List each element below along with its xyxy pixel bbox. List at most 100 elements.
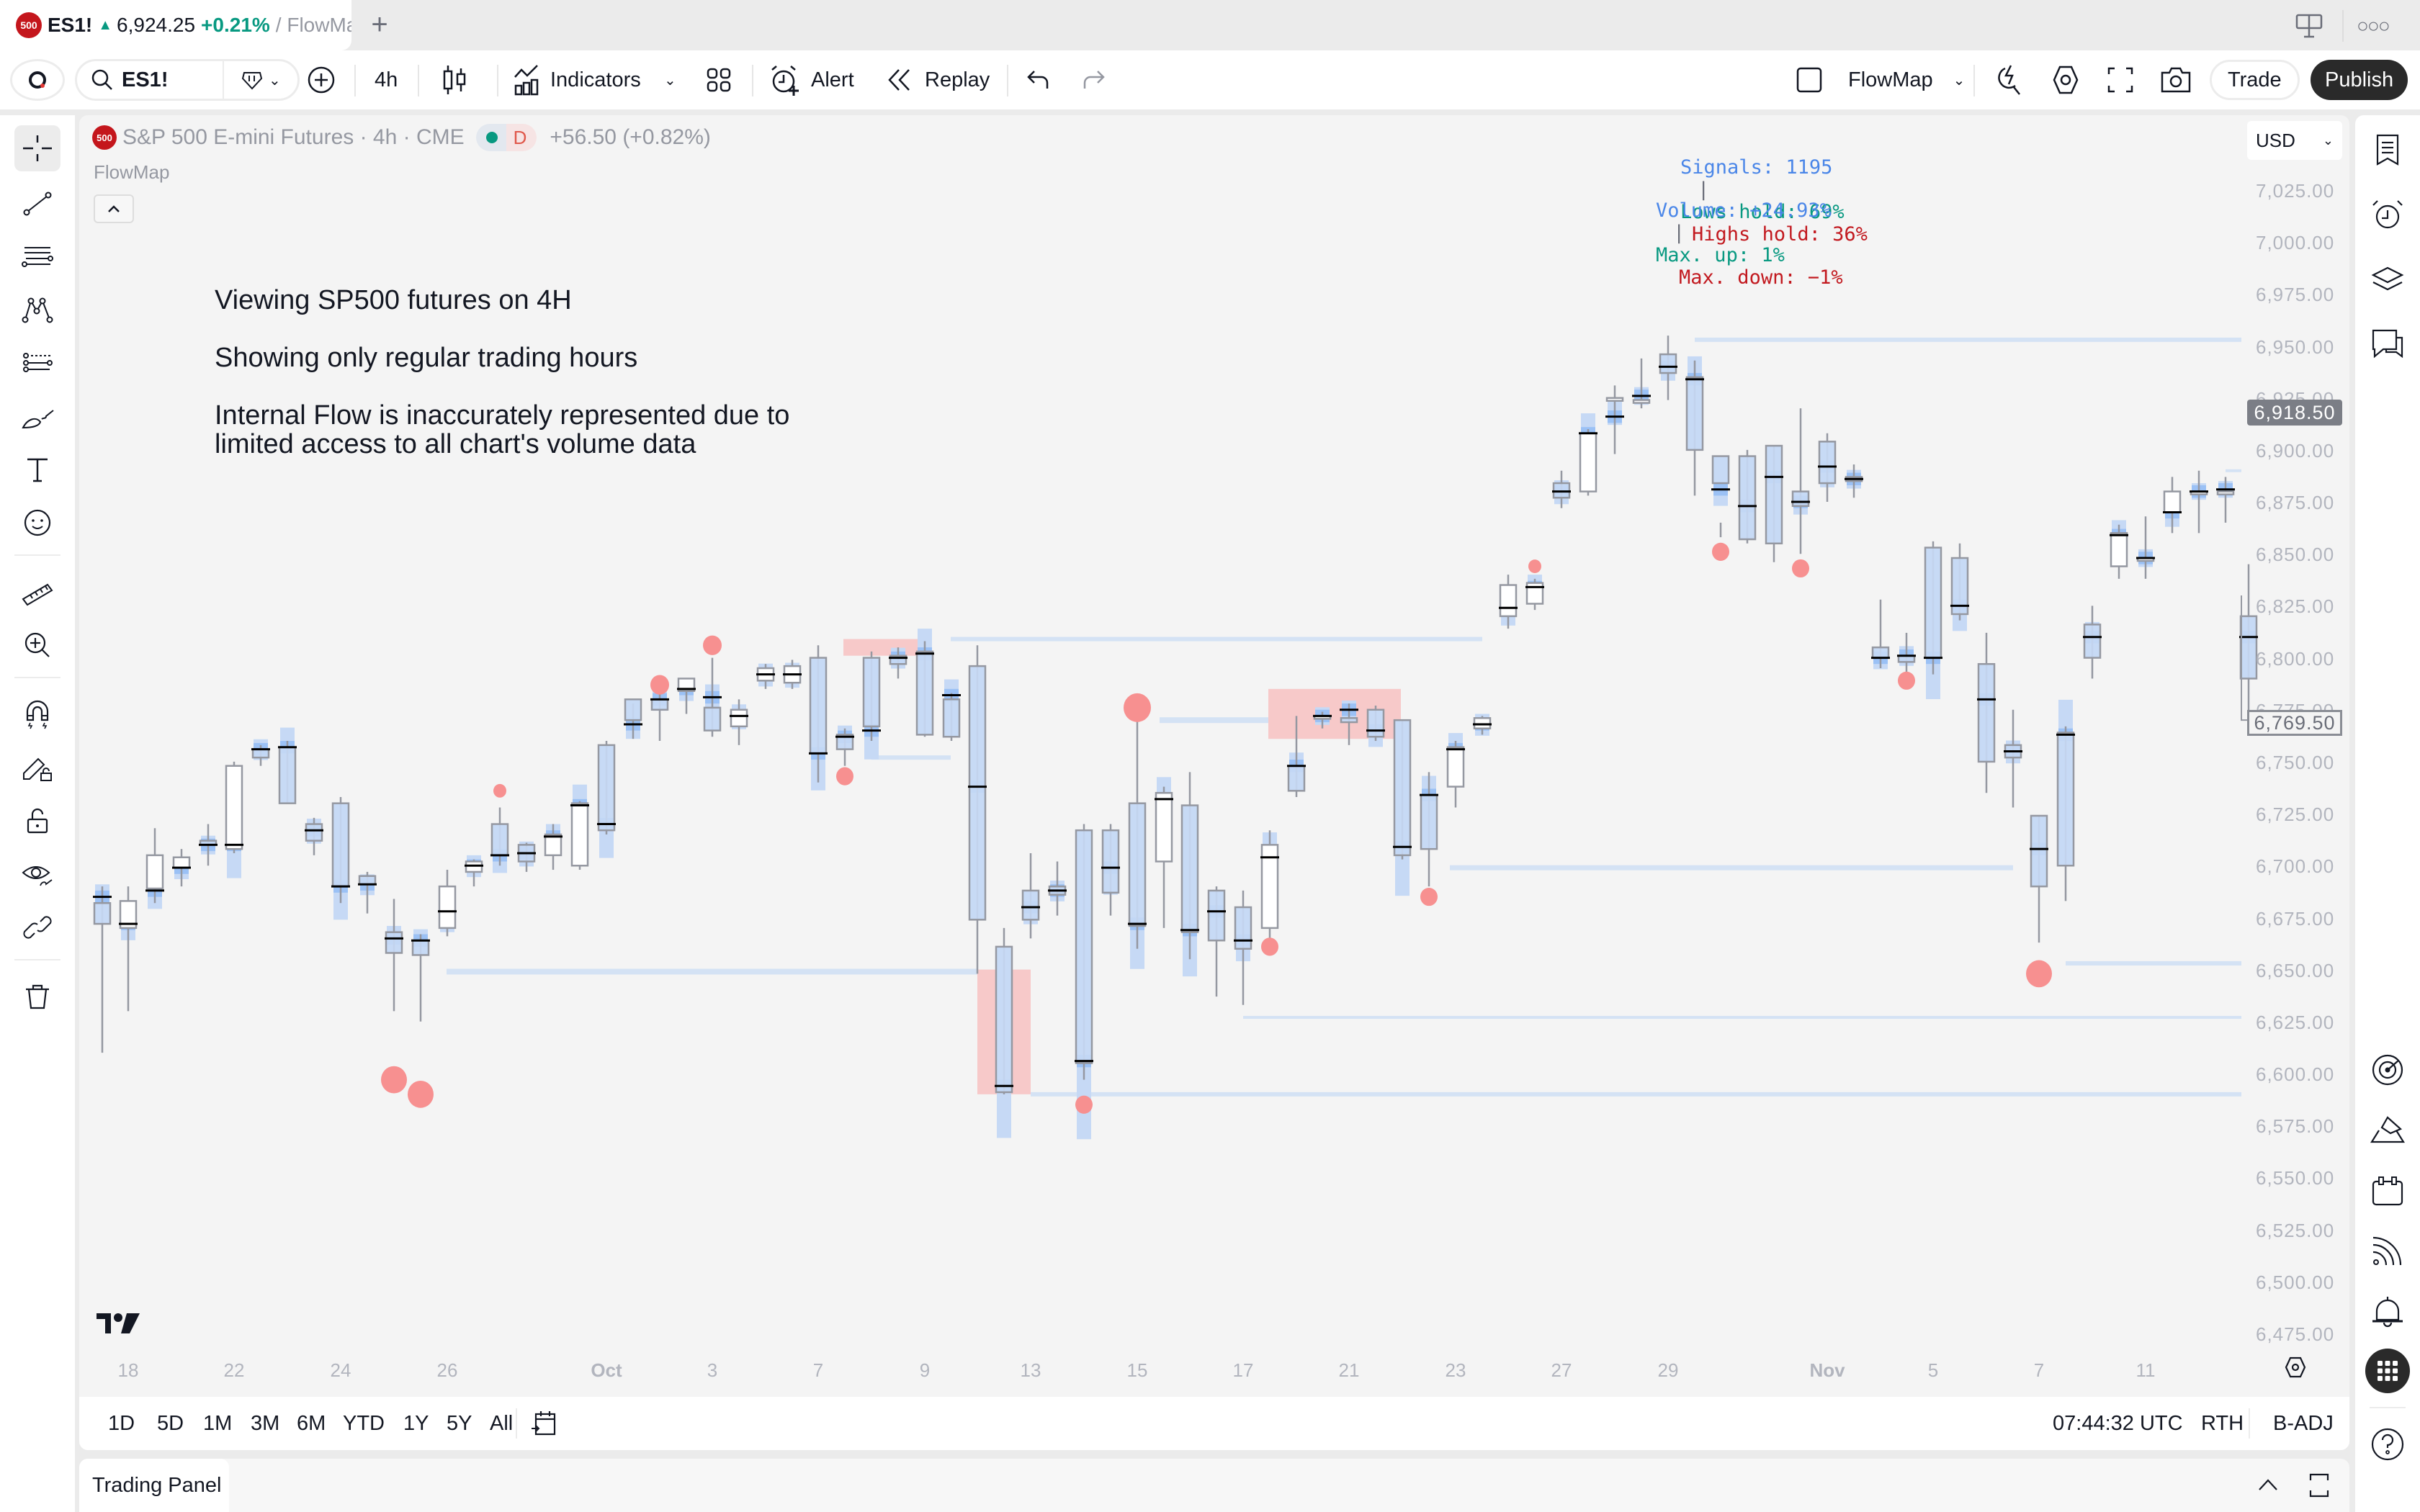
range-3m[interactable]: 3M — [251, 1411, 280, 1435]
contract-selector[interactable]: ⌄ — [241, 70, 281, 90]
screenshot-button[interactable] — [2159, 50, 2192, 109]
link-tool[interactable] — [14, 904, 60, 950]
magnet-tool[interactable] — [14, 691, 60, 737]
time-tick: 5 — [1927, 1359, 1939, 1381]
publish-button[interactable]: Publish — [2311, 60, 2408, 100]
fib-tool[interactable] — [14, 233, 60, 279]
calendar-button[interactable] — [2365, 1168, 2411, 1214]
candle-body — [1924, 546, 1942, 659]
replay-button[interactable]: Replay — [886, 50, 990, 109]
series-legend: 500 S&P 500 E-mini Futures · 4h · CME D … — [92, 124, 711, 151]
notifications-button[interactable] — [2365, 1289, 2411, 1335]
quick-search-button[interactable] — [1995, 50, 2027, 109]
expand-panel-icon[interactable] — [2257, 1477, 2279, 1492]
candle-body — [1711, 455, 1730, 485]
price-tick: 6,675.00 — [2256, 907, 2335, 930]
pattern-tool[interactable] — [14, 287, 60, 333]
indicators-button[interactable]: Indicators — [513, 50, 641, 109]
settings-button[interactable] — [2050, 50, 2081, 109]
gear-icon — [2053, 66, 2079, 94]
object-tree-button[interactable] — [2365, 256, 2411, 302]
zoom-in-tool[interactable] — [14, 622, 60, 668]
measure-tool[interactable] — [14, 569, 60, 615]
lock-all-tool[interactable] — [14, 798, 60, 844]
more-options-icon[interactable]: ○○○ — [2357, 14, 2390, 37]
crosshair-tool[interactable] — [14, 125, 60, 171]
candle-body — [1155, 791, 1173, 863]
help-button[interactable] — [2365, 1421, 2411, 1467]
price-chart[interactable] — [79, 115, 2349, 1397]
trend-line-tool[interactable] — [14, 180, 60, 226]
layout-selector[interactable]: FlowMap ⌄ — [1795, 50, 1965, 109]
range-1d[interactable]: 1D — [108, 1411, 135, 1435]
bottom-toolbar: 1D 5D 1M 3M 6M YTD 1Y 5Y All 07:44:32 UTC RTH B-… — [79, 1397, 2349, 1450]
chats-button[interactable] — [2365, 321, 2411, 367]
user-menu-button[interactable] — [10, 50, 65, 109]
collapse-legend-button[interactable] — [94, 194, 134, 223]
watchlist-button[interactable] — [2365, 127, 2411, 173]
trading-panel-tab[interactable]: Trading Panel — [79, 1459, 229, 1512]
indicator-legend[interactable]: FlowMap — [94, 161, 170, 183]
session-toggle[interactable]: RTH — [2201, 1411, 2244, 1435]
tradingview-logo-icon[interactable] — [95, 1310, 143, 1336]
maximize-panel-icon[interactable] — [2308, 1472, 2331, 1499]
range-all[interactable]: All — [490, 1411, 514, 1435]
adjustment-toggle[interactable]: B-ADJ — [2273, 1411, 2334, 1435]
alert-button[interactable]: Alert — [769, 50, 854, 109]
brush-tool[interactable] — [14, 393, 60, 439]
chart-tab[interactable]: 500 ES1! ▲ 6,924.25 +0.21% / FlowMap — [0, 0, 351, 50]
products-button[interactable] — [2365, 1348, 2411, 1394]
new-tab-button[interactable]: + — [371, 9, 388, 40]
divider — [1007, 65, 1008, 96]
range-1y[interactable]: 1Y — [403, 1411, 429, 1435]
clock-timezone[interactable]: 07:44:32 UTC — [2053, 1411, 2183, 1435]
delayed-flag: D — [513, 126, 527, 148]
candle-body — [2239, 615, 2258, 680]
alerts-button[interactable] — [2365, 192, 2411, 238]
price-tick: 6,500.00 — [2256, 1271, 2335, 1293]
candle-body — [1871, 646, 1890, 659]
market-status-flag[interactable]: D — [475, 124, 537, 151]
time-tick: Nov — [1809, 1359, 1845, 1381]
price-tick: 6,875.00 — [2256, 492, 2335, 514]
emoji-tool[interactable] — [14, 500, 60, 546]
time-tick: 29 — [1657, 1359, 1679, 1381]
undo-button[interactable] — [1026, 50, 1052, 109]
news-button[interactable] — [2365, 1228, 2411, 1274]
forecast-tool[interactable] — [14, 340, 60, 386]
trade-button[interactable]: Trade — [2210, 60, 2300, 100]
link-icon — [23, 916, 52, 939]
signal-dot — [1261, 937, 1278, 956]
liquidity-level-line — [2226, 469, 2241, 472]
axis-settings-icon[interactable] — [2283, 1355, 2308, 1380]
layout-icon[interactable] — [2295, 13, 2323, 39]
range-6m[interactable]: 6M — [297, 1411, 326, 1435]
chart-type-button[interactable] — [441, 50, 470, 109]
hotlists-button[interactable] — [2365, 1047, 2411, 1093]
range-5y[interactable]: 5Y — [447, 1411, 472, 1435]
text-tool[interactable] — [14, 446, 60, 492]
currency-selector[interactable]: USD ⌄ — [2247, 121, 2342, 160]
redo-button[interactable] — [1080, 50, 1106, 109]
go-to-date-button[interactable] — [530, 1397, 559, 1450]
price-tick: 6,700.00 — [2256, 855, 2335, 878]
ideas-button[interactable] — [2365, 1107, 2411, 1153]
indicators-dropdown-icon[interactable]: ⌄ — [664, 72, 676, 89]
browser-tab-bar: 500 ES1! ▲ 6,924.25 +0.21% / FlowMap + ○… — [0, 0, 2420, 50]
remove-drawings-tool[interactable] — [14, 973, 60, 1020]
range-5d[interactable]: 5D — [157, 1411, 184, 1435]
symbol-search-field[interactable]: ES1! ⌄ — [75, 59, 300, 101]
lock-drawing-tool[interactable] — [14, 744, 60, 791]
compare-button[interactable] — [305, 50, 337, 109]
candle-body — [1950, 557, 1969, 616]
chart-area[interactable]: 500 S&P 500 E-mini Futures · 4h · CME D … — [79, 115, 2349, 1397]
horizontal-lines-icon — [22, 247, 53, 267]
fullscreen-button[interactable] — [2106, 50, 2135, 109]
range-1m[interactable]: 1M — [203, 1411, 233, 1435]
range-ytd[interactable]: YTD — [343, 1411, 385, 1435]
templates-button[interactable] — [706, 50, 732, 109]
chevron-down-icon: ⌄ — [1953, 72, 1966, 89]
interval-button[interactable]: 4h — [375, 68, 398, 91]
chart-note: Showing only regular trading hours — [215, 343, 638, 373]
hide-drawings-tool[interactable] — [14, 851, 60, 897]
